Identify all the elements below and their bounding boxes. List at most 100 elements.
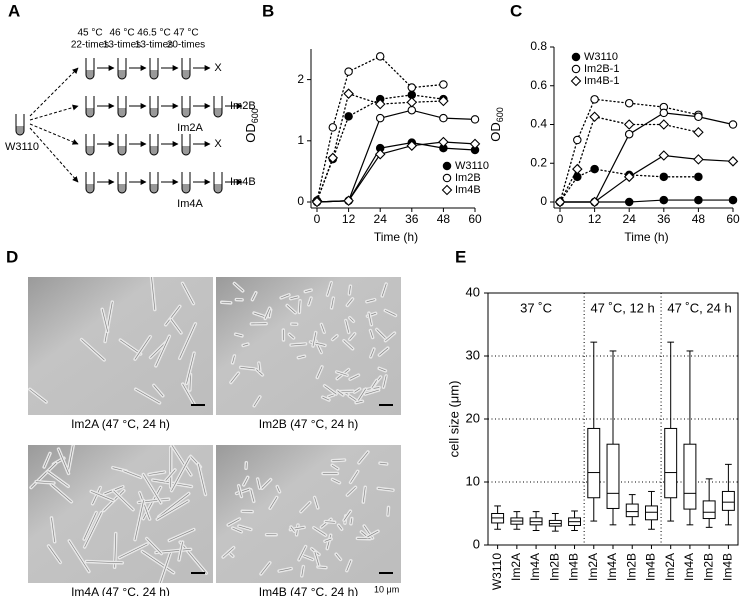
cell-edge: [348, 395, 358, 402]
cell-edge: [43, 453, 51, 468]
cell-edge: [308, 297, 312, 306]
cell-edge: [222, 547, 234, 558]
cell-edge: [346, 560, 352, 571]
point: [343, 88, 354, 99]
point: [728, 195, 738, 205]
series-line: [316, 92, 445, 202]
cell-edge: [29, 388, 47, 403]
cell-edge: [119, 543, 148, 558]
x-tick-label: 60: [726, 212, 740, 226]
panel-label: C: [510, 1, 522, 20]
x-tick-label: W3110: [490, 553, 504, 590]
cell-edge: [337, 390, 344, 396]
cell-edge: [362, 486, 366, 503]
point: [590, 164, 599, 174]
step-times: 13-times: [103, 40, 141, 51]
x-tick-label: Im4A: [528, 553, 542, 581]
cell-edge: [321, 324, 325, 333]
cell-edge: [92, 487, 101, 505]
caption: Im4B (47 °C, 24 h): [259, 585, 359, 596]
caption: Im4A (47 °C, 24 h): [71, 585, 170, 596]
cell-edge: [158, 493, 190, 518]
tube-liquid: [118, 146, 126, 155]
x-tick-label: 24: [374, 212, 388, 226]
tube: [213, 96, 223, 118]
cell-edge: [377, 488, 394, 491]
y-tick-label: 40: [466, 284, 480, 299]
cell-edge: [354, 388, 361, 393]
cell-edge: [198, 463, 206, 495]
cell-edge: [81, 339, 105, 361]
y-tick-label: 30: [466, 347, 480, 362]
x-tick-label: 36: [657, 212, 671, 226]
cell-edge: [343, 510, 351, 521]
caption: Im2A (47 °C, 24 h): [71, 417, 170, 431]
cell-edge: [345, 320, 350, 333]
point: [407, 105, 417, 115]
y-label-sub: 600: [495, 107, 505, 122]
cell-edge: [143, 474, 162, 504]
point: [590, 95, 599, 104]
cell-edge: [379, 347, 389, 356]
tube: [181, 58, 191, 80]
cell-edge: [227, 518, 240, 526]
legend-label: W3110: [584, 51, 618, 63]
point: [624, 197, 634, 207]
cell-edge: [30, 462, 57, 488]
tube: [149, 58, 159, 80]
cell-edge: [370, 348, 375, 358]
point: [407, 83, 417, 92]
point: [442, 161, 452, 171]
point: [694, 172, 703, 182]
cell-edge: [280, 294, 290, 299]
cell-edge: [349, 285, 351, 295]
y-tick-label: 0.4: [530, 117, 547, 131]
box: [625, 503, 639, 518]
tube: [85, 96, 95, 118]
x-tick-label: 48: [437, 212, 451, 226]
cell-edge: [299, 300, 301, 313]
tube-liquid: [150, 70, 158, 79]
cell-edge: [179, 323, 196, 359]
cell-edge: [171, 445, 192, 476]
point: [374, 98, 386, 110]
dashed-arrow: [29, 67, 79, 117]
x-tick-label: 12: [588, 212, 602, 226]
point: [659, 108, 669, 118]
cell-edge: [324, 538, 332, 542]
cell-edge: [332, 335, 338, 340]
cell-edge: [304, 289, 312, 292]
x-tick-label: Im2A: [663, 553, 677, 581]
cell-edge: [316, 366, 323, 378]
cell-edge: [250, 489, 255, 502]
point: [470, 115, 480, 124]
cell-edge: [159, 552, 171, 583]
dashed-arrow: [29, 104, 79, 121]
cell-edge: [376, 329, 386, 339]
cell-edge: [146, 538, 162, 554]
section-label: 47 ˚C, 12 h: [590, 300, 654, 315]
cell-edge: [238, 525, 252, 530]
tube-liquid: [182, 70, 190, 79]
cell-edge: [269, 497, 278, 509]
legend-label: Im4B: [455, 184, 481, 196]
point: [374, 148, 386, 160]
cell-edge: [261, 479, 271, 489]
legend-label: Im4B-1: [584, 75, 619, 87]
tube-liquid: [86, 70, 94, 79]
cell-edge: [336, 371, 348, 376]
cell-edge: [338, 524, 342, 530]
section-label: 37 ˚C: [520, 300, 552, 315]
cell-edge: [290, 296, 299, 299]
series-line: [316, 55, 445, 202]
point: [570, 75, 582, 87]
cell-edge: [347, 487, 356, 496]
cell-edge: [349, 374, 359, 380]
point: [343, 195, 354, 207]
cell-edge: [234, 283, 244, 292]
tube: [149, 134, 159, 156]
point: [375, 113, 385, 123]
cells: [28, 277, 198, 407]
